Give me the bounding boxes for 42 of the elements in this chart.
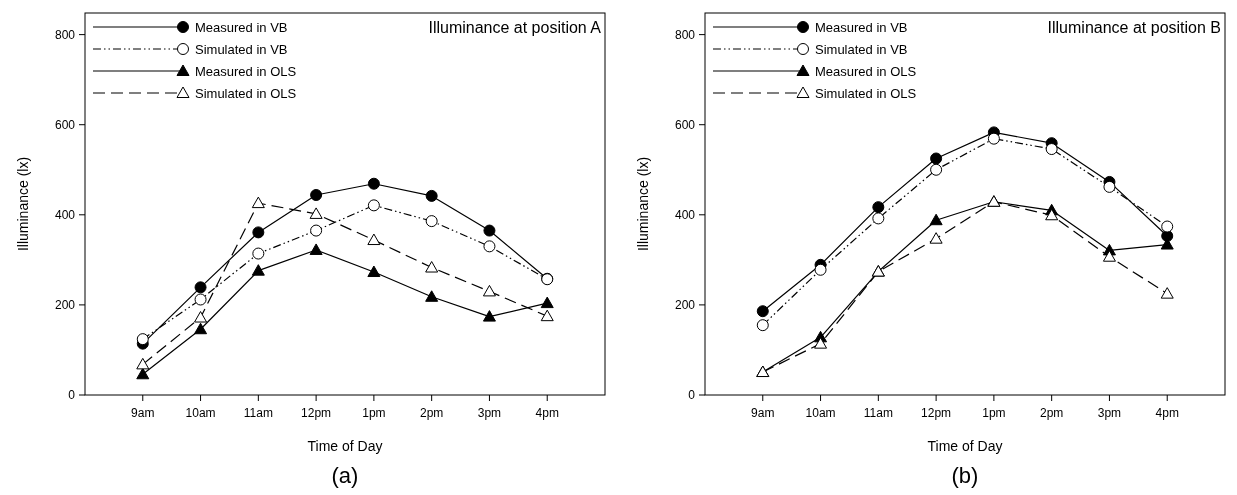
x-tick-label: 9am (131, 406, 155, 420)
x-tick-label: 1pm (982, 406, 1006, 420)
x-axis-title: Time of Day (927, 438, 1003, 454)
x-tick-label: 9am (751, 406, 775, 420)
x-tick-label: 3pm (477, 406, 502, 420)
x-tick-label: 2pm (1039, 406, 1064, 420)
x-tick-label: 2pm (419, 406, 444, 420)
x-tick-label: 10am (185, 406, 216, 420)
y-tick-label: 600 (54, 117, 76, 132)
x-axis-title: Time of Day (307, 438, 383, 454)
x-tick-label: 4pm (1155, 406, 1179, 420)
legend-label: Simulated in VB (195, 41, 288, 57)
x-tick-label: 3pm (1097, 406, 1122, 420)
y-tick-label: 0 (68, 388, 76, 403)
y-tick-label: 600 (674, 117, 696, 132)
x-tick-label: 4pm (535, 406, 559, 420)
x-tick-label: 12pm (921, 406, 952, 420)
x-tick-label: 1pm (362, 406, 386, 420)
x-tick-label: 11am (863, 406, 893, 420)
y-tick-label: 400 (674, 208, 696, 223)
y-tick-label: 800 (674, 27, 696, 42)
legend-label: Measured in VB (195, 19, 288, 35)
text: (a) (331, 463, 359, 488)
legend-label: Measured in OLS (195, 63, 297, 79)
legend-label: Measured in OLS (815, 63, 917, 79)
legend-label: Simulated in VB (815, 41, 908, 57)
x-tick-label: 11am (243, 406, 273, 420)
legend-label: Simulated in OLS (195, 85, 297, 101)
y-tick-label: 800 (54, 27, 76, 42)
x-tick-label: 10am (805, 406, 836, 420)
y-axis-title: Illuminance (lx) (15, 156, 31, 252)
text: (b) (951, 463, 979, 488)
y-tick-label: 200 (674, 298, 696, 313)
legend-label: Simulated in OLS (815, 85, 917, 101)
chart-title: Illuminance at position A (428, 19, 602, 36)
chart-title: Illuminance at position B (1047, 19, 1221, 36)
y-tick-label: 400 (54, 208, 76, 223)
legend-label: Measured in VB (815, 19, 908, 35)
y-tick-label: 200 (54, 298, 76, 313)
y-axis-title: Illuminance (lx) (635, 156, 651, 252)
x-tick-label: 12pm (301, 406, 332, 420)
y-tick-label: 0 (688, 388, 696, 403)
